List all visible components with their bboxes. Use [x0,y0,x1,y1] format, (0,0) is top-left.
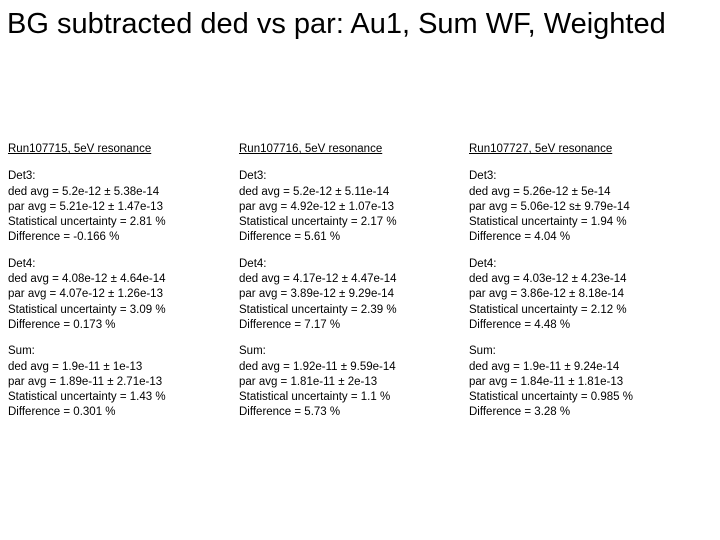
stat-uncertainty-line: Statistical uncertainty = 1.43 % [8,391,166,404]
det3-block: Det3: ded avg = 5.2e-12 ± 5.38e-14 par a… [8,169,238,245]
det3-block: Det3: ded avg = 5.26e-12 ± 5e-14 par avg… [469,169,699,245]
stat-uncertainty-line: Statistical uncertainty = 3.09 % [8,303,166,316]
run-header: Run107716, 5eV resonance [239,143,383,155]
par-avg-line: par avg = 5.06e-12 s± 9.79e-14 [469,200,630,213]
difference-line: Difference = 5.61 % [239,231,341,244]
par-avg-line: par avg = 3.89e-12 ± 9.29e-14 [239,288,394,301]
stat-uncertainty-line: Statistical uncertainty = 0.985 % [469,391,633,404]
run-header: Run107715, 5eV resonance [8,143,152,155]
difference-line: Difference = 4.04 % [469,231,571,244]
run-header: Run107727, 5eV resonance [469,143,613,155]
ded-avg-line: ded avg = 1.9e-11 ± 1e-13 [8,360,143,373]
detector-label: Det3: [8,170,36,183]
par-avg-line: par avg = 3.86e-12 ± 8.18e-14 [469,288,624,301]
run-column-107715: Run107715, 5eV resonance Det3: ded avg =… [8,142,238,432]
ded-avg-line: ded avg = 1.92e-11 ± 9.59e-14 [239,360,396,373]
difference-line: Difference = -0.166 % [8,231,120,244]
detector-label: Sum: [239,345,266,358]
difference-line: Difference = 3.28 % [469,406,571,419]
sum-block: Sum: ded avg = 1.9e-11 ± 9.24e-14 par av… [469,344,699,420]
detector-label: Det4: [239,257,267,270]
par-avg-line: par avg = 1.89e-11 ± 2.71e-13 [8,375,163,388]
difference-line: Difference = 0.173 % [8,318,116,331]
ded-avg-line: ded avg = 4.17e-12 ± 4.47e-14 [239,273,397,286]
difference-line: Difference = 5.73 % [239,406,341,419]
difference-line: Difference = 4.48 % [469,318,571,331]
det4-block: Det4: ded avg = 4.08e-12 ± 4.64e-14 par … [8,257,238,333]
detector-label: Det3: [469,170,497,183]
detector-label: Sum: [8,345,35,358]
par-avg-line: par avg = 1.81e-11 ± 2e-13 [239,375,378,388]
par-avg-line: par avg = 1.84e-11 ± 1.81e-13 [469,375,624,388]
stat-uncertainty-line: Statistical uncertainty = 1.1 % [239,391,391,404]
stat-uncertainty-line: Statistical uncertainty = 1.94 % [469,216,627,229]
detector-label: Sum: [469,345,496,358]
stat-uncertainty-line: Statistical uncertainty = 2.17 % [239,216,397,229]
slide-title: BG subtracted ded vs par: Au1, Sum WF, W… [7,8,666,40]
sum-block: Sum: ded avg = 1.9e-11 ± 1e-13 par avg =… [8,344,238,420]
detector-label: Det3: [239,170,267,183]
difference-line: Difference = 0.301 % [8,406,116,419]
stat-uncertainty-line: Statistical uncertainty = 2.12 % [469,303,627,316]
run-column-107716: Run107716, 5eV resonance Det3: ded avg =… [239,142,469,432]
det4-block: Det4: ded avg = 4.03e-12 ± 4.23e-14 par … [469,257,699,333]
par-avg-line: par avg = 5.21e-12 ± 1.47e-13 [8,200,163,213]
detector-label: Det4: [8,257,36,270]
difference-line: Difference = 7.17 % [239,318,341,331]
ded-avg-line: ded avg = 4.03e-12 ± 4.23e-14 [469,273,627,286]
ded-avg-line: ded avg = 5.2e-12 ± 5.11e-14 [239,185,390,198]
run-column-107727: Run107727, 5eV resonance Det3: ded avg =… [469,142,699,432]
ded-avg-line: ded avg = 5.26e-12 ± 5e-14 [469,185,611,198]
par-avg-line: par avg = 4.07e-12 ± 1.26e-13 [8,288,163,301]
stat-uncertainty-line: Statistical uncertainty = 2.39 % [239,303,397,316]
stat-uncertainty-line: Statistical uncertainty = 2.81 % [8,216,166,229]
ded-avg-line: ded avg = 1.9e-11 ± 9.24e-14 [469,360,620,373]
sum-block: Sum: ded avg = 1.92e-11 ± 9.59e-14 par a… [239,344,469,420]
par-avg-line: par avg = 4.92e-12 ± 1.07e-13 [239,200,394,213]
detector-label: Det4: [469,257,497,270]
ded-avg-line: ded avg = 5.2e-12 ± 5.38e-14 [8,185,160,198]
ded-avg-line: ded avg = 4.08e-12 ± 4.64e-14 [8,273,166,286]
det3-block: Det3: ded avg = 5.2e-12 ± 5.11e-14 par a… [239,169,469,245]
det4-block: Det4: ded avg = 4.17e-12 ± 4.47e-14 par … [239,257,469,333]
